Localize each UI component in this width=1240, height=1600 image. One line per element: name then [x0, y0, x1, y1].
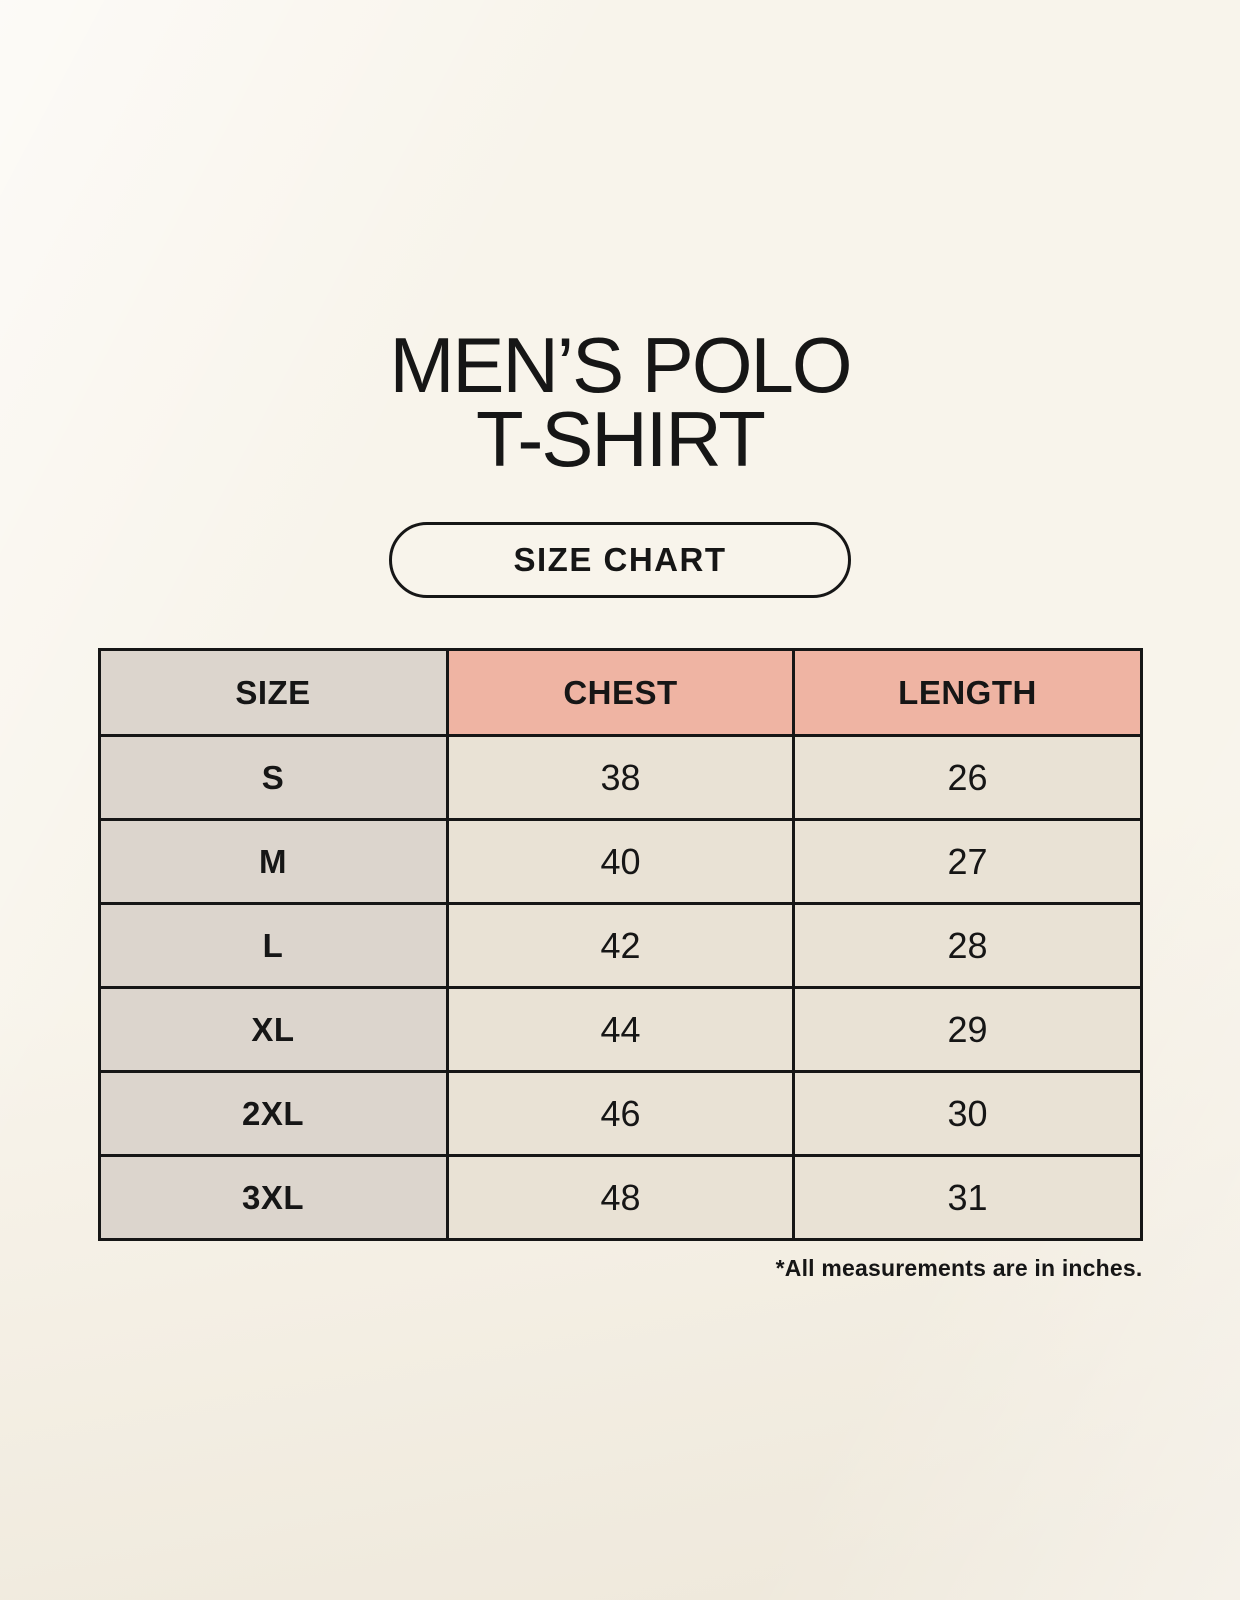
table-row: L 42 28: [97, 902, 1143, 990]
size-cell: S: [97, 734, 449, 822]
size-table: SIZE CHEST LENGTH S 38 26 M 40 27 L 42 2…: [97, 648, 1143, 1242]
length-cell: 30: [792, 1070, 1143, 1158]
size-cell: L: [97, 902, 449, 990]
length-cell: 28: [792, 902, 1143, 990]
column-header-size: SIZE: [97, 648, 449, 738]
chest-cell: 42: [445, 902, 796, 990]
size-cell: M: [97, 818, 449, 906]
chest-cell: 40: [445, 818, 796, 906]
size-chart-badge: SIZE CHART: [389, 522, 851, 599]
table-row: S 38 26: [97, 734, 1143, 822]
title-line-2: T-SHIRT: [476, 395, 766, 484]
length-cell: 29: [792, 986, 1143, 1074]
page-title: MEN’S POLO T-SHIRT: [0, 0, 1240, 484]
size-chart-badge-label: SIZE CHART: [513, 541, 727, 579]
table-row: M 40 27: [97, 818, 1143, 906]
title-line-1: MEN’S POLO: [389, 321, 852, 409]
length-cell: 26: [792, 734, 1143, 822]
length-cell: 27: [792, 818, 1143, 906]
size-cell: XL: [97, 986, 449, 1074]
chest-cell: 46: [445, 1070, 796, 1158]
column-header-chest: CHEST: [445, 648, 796, 738]
column-header-length: LENGTH: [792, 648, 1143, 738]
chest-cell: 44: [445, 986, 796, 1074]
table-header-row: SIZE CHEST LENGTH: [97, 648, 1143, 738]
measurements-footnote: *All measurements are in inches.: [775, 1255, 1143, 1282]
table-row: XL 44 29: [97, 986, 1143, 1074]
size-cell: 2XL: [97, 1070, 449, 1158]
badge-container: SIZE CHART: [0, 522, 1240, 599]
table-row: 2XL 46 30: [97, 1070, 1143, 1158]
table-row: 3XL 48 31: [97, 1154, 1143, 1242]
size-cell: 3XL: [97, 1154, 449, 1242]
length-cell: 31: [792, 1154, 1143, 1242]
chest-cell: 38: [445, 734, 796, 822]
chest-cell: 48: [445, 1154, 796, 1242]
